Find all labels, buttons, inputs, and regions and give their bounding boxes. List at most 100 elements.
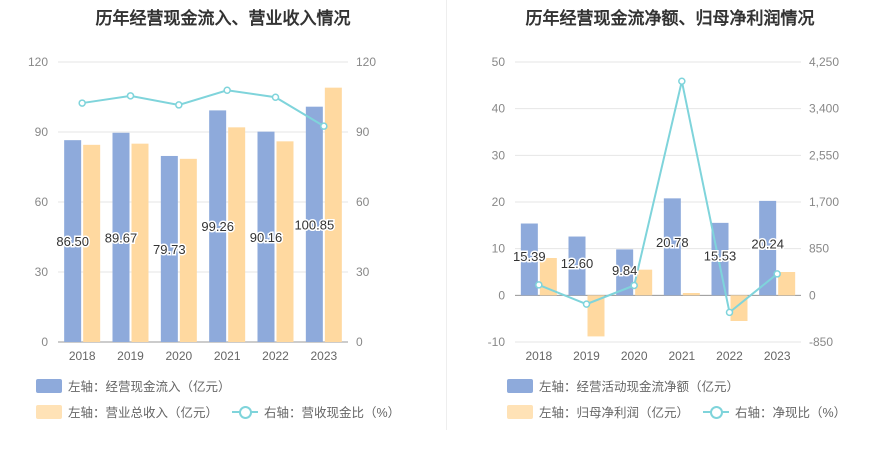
- legend-row-1: 左轴：经营活动现金流净额（亿元）: [507, 376, 753, 395]
- y-right-tick-label: 0: [356, 335, 363, 349]
- legend-item-revenue[interactable]: 左轴：营业总收入（亿元）: [36, 402, 218, 421]
- y-right-tick-label: 2,550: [809, 148, 839, 162]
- bar-secondary: [228, 127, 246, 342]
- y-left-tick-label: 120: [28, 55, 48, 69]
- y-right-tick-label: 3,400: [809, 102, 839, 116]
- ratio-point: [78, 99, 86, 107]
- x-tick-label: 2023: [764, 349, 791, 363]
- ratio-line: [82, 89, 325, 128]
- y-left-tick-label: 40: [492, 102, 506, 116]
- y-left-tick-label: 90: [35, 125, 49, 139]
- bar-secondary: [324, 87, 342, 343]
- y-right-tick-label: 120: [356, 55, 376, 69]
- legend-row-2: 左轴：归母净利润（亿元） 右轴：净现比（%）: [507, 402, 860, 421]
- chart-panel-cashflow-revenue: 历年经营现金流入、营业收入情况 0 30 60 90 120 0 30 60 90 120 2018…: [0, 0, 446, 458]
- bar-secondary: [276, 141, 294, 342]
- y-right-tick-label: 30: [356, 265, 370, 279]
- bar-primary: [112, 132, 130, 342]
- legend-label: 左轴：归母净利润（亿元）: [539, 406, 690, 420]
- panel-divider: [446, 0, 447, 430]
- y-right-tick-label: 60: [356, 195, 370, 209]
- y-left-tick-label: 10: [492, 242, 506, 256]
- x-tick-label: 2019: [117, 349, 144, 363]
- ratio-point: [126, 92, 135, 100]
- bar-primary: [616, 249, 634, 296]
- x-tick-label: 2018: [525, 349, 552, 363]
- chart-title: 历年经营现金流净额、归母净利润情况: [525, 9, 815, 28]
- y-right-tick-label: 0: [809, 288, 816, 302]
- y-left-tick-label: -10: [488, 335, 506, 349]
- bar-primary: [257, 131, 275, 342]
- bar-data-label: 90.16: [250, 230, 283, 245]
- bar-secondary: [179, 158, 197, 342]
- legend-swatch-line: [703, 405, 730, 419]
- bar-primary: [759, 200, 777, 296]
- y-left-tick-label: 30: [492, 148, 506, 162]
- x-tick-label: 2020: [165, 349, 192, 363]
- y-left-tick-label: 0: [498, 288, 505, 302]
- bar-primary: [520, 223, 538, 296]
- x-tick-label: 2021: [214, 349, 241, 363]
- legend-swatch-bar: [36, 378, 62, 393]
- legend-swatch-bar: [507, 404, 533, 419]
- legend-item-revenue-cash-ratio[interactable]: 右轴：营收现金比（%）: [232, 402, 400, 421]
- y-left-tick-label: 0: [41, 335, 48, 349]
- bar-data-label: 9.84: [612, 263, 637, 278]
- y-left-tick-label: 50: [492, 55, 506, 69]
- y-left-tick-label: 60: [35, 195, 49, 209]
- legend-swatch-line: [232, 405, 259, 419]
- chart-plot-cashflow-revenue: 0 30 60 90 120 0 30 60 90 120 2018 2019 2020 2021 2022…: [28, 55, 376, 363]
- ratio-point: [271, 93, 280, 101]
- bar-secondary: [587, 295, 605, 337]
- ratio-point: [535, 281, 543, 289]
- y-right-tick-label: 90: [356, 125, 370, 139]
- chart-panel-net-cashflow-profit: 历年经营现金流净额、归母净利润情况 -10 0 10 20 30 40 50 -850 0 850…: [447, 0, 893, 458]
- bar-secondary: [682, 293, 700, 296]
- ratio-point: [320, 122, 328, 130]
- ratio-point: [773, 270, 781, 278]
- ratio-point: [223, 86, 231, 94]
- legend-row-1: 左轴：经营现金流入（亿元）: [36, 376, 245, 395]
- bar-data-label: 15.39: [513, 249, 546, 264]
- bar-primary: [663, 198, 681, 296]
- legend-item-net-cash-ratio[interactable]: 右轴：净现比（%）: [703, 402, 846, 421]
- legend-item-net-cashflow[interactable]: 左轴：经营活动现金流净额（亿元）: [507, 376, 739, 395]
- y-right-tick-label: -850: [809, 335, 833, 349]
- bar-data-label: 12.60: [561, 256, 594, 271]
- bar-primary: [305, 106, 323, 342]
- x-tick-label: 2022: [262, 349, 289, 363]
- bar-secondary: [131, 143, 149, 342]
- legend-label: 右轴：营收现金比（%）: [264, 406, 401, 420]
- ratio-point: [678, 77, 686, 85]
- bar-secondary: [83, 144, 101, 342]
- y-right-tick-label: 850: [809, 242, 829, 256]
- chart-title: 历年经营现金流入、营业收入情况: [95, 9, 351, 28]
- bar-data-label: 86.50: [56, 234, 89, 249]
- ratio-line: [538, 80, 778, 315]
- x-tick-label: 2022: [716, 349, 743, 363]
- x-tick-label: 2019: [573, 349, 600, 363]
- ratio-point: [725, 308, 734, 317]
- ratio-point: [582, 300, 591, 308]
- legend-label: 左轴：经营活动现金流净额（亿元）: [539, 380, 740, 394]
- ratio-point: [175, 101, 183, 109]
- bar-secondary: [635, 269, 653, 296]
- x-tick-label: 2020: [621, 349, 648, 363]
- bar-data-label: 100.85: [294, 217, 334, 232]
- bar-primary: [568, 236, 586, 296]
- legend-swatch-bar: [36, 404, 62, 419]
- bar-data-label: 20.78: [656, 235, 689, 250]
- bar-data-label: 89.67: [105, 230, 138, 245]
- y-right-tick-label: 4,250: [809, 55, 839, 69]
- bar-primary: [160, 155, 178, 342]
- chart-plot-net-cashflow-profit: -10 0 10 20 30 40 50 -850 0 850 1,700 2,550 3,400 4,2…: [488, 55, 840, 363]
- bar-primary: [64, 140, 82, 342]
- y-left-tick-label: 30: [35, 265, 49, 279]
- bar-data-label: 99.26: [201, 219, 234, 234]
- y-left-tick-label: 20: [492, 195, 506, 209]
- x-tick-label: 2023: [310, 349, 337, 363]
- legend-label: 左轴：经营现金流入（亿元）: [68, 380, 231, 394]
- legend-item-net-profit[interactable]: 左轴：归母净利润（亿元）: [507, 402, 689, 421]
- legend-item-cash-inflow[interactable]: 左轴：经营现金流入（亿元）: [36, 376, 231, 395]
- bar-data-label: 79.73: [153, 242, 186, 257]
